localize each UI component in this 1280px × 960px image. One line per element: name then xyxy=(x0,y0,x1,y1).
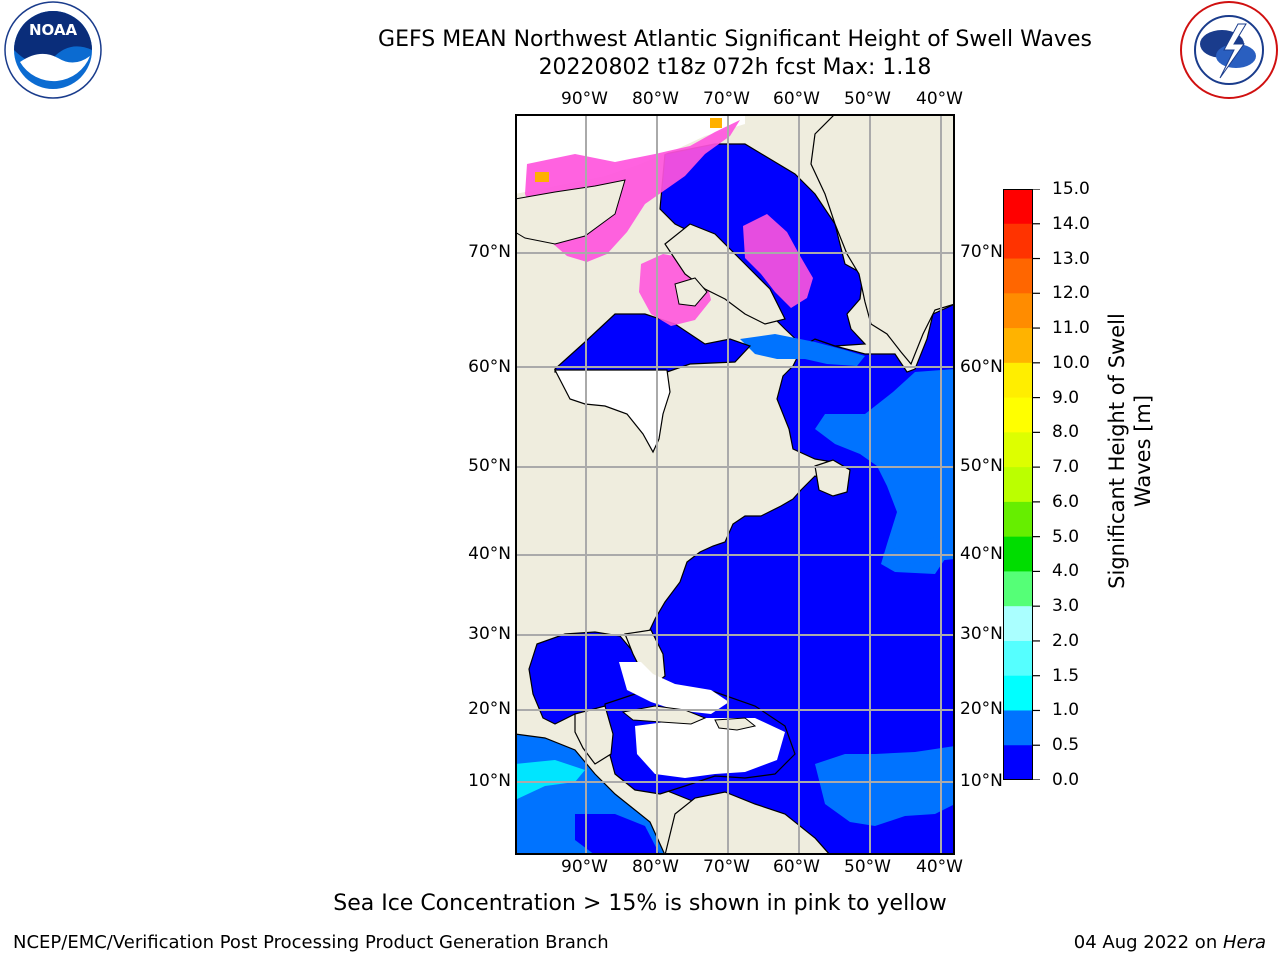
colorbar-bin xyxy=(1003,536,1033,572)
sea-ice-baffin xyxy=(743,214,813,308)
sea-ice-high-patch xyxy=(710,118,722,128)
chart-title: GEFS MEAN Northwest Atlantic Significant… xyxy=(378,27,1092,52)
lon-label-60w-top: 60°W xyxy=(773,89,820,109)
colorbar-tick-label: 11.0 xyxy=(1052,318,1090,339)
swell-height-map xyxy=(514,113,956,856)
colorbar-tick-label: 6.0 xyxy=(1052,491,1080,512)
sea-ice-note: Sea Ice Concentration > 15% is shown in … xyxy=(333,891,947,916)
ocean-swell-zone-ne xyxy=(815,369,955,574)
colorbar-bin xyxy=(1003,606,1033,642)
colorbar-tick-label: 9.0 xyxy=(1052,387,1080,408)
footer-date: 04 Aug 2022 on Hera xyxy=(1074,932,1266,953)
chart-subtitle: 20220802 t18z 072h fcst Max: 1.18 xyxy=(538,55,932,80)
lat-label-40n-right: 40°N xyxy=(960,544,1003,564)
lat-label-70n-left: 70°N xyxy=(468,242,511,262)
lat-label-10n-right: 10°N xyxy=(960,771,1003,791)
colorbar-bin xyxy=(1003,362,1033,399)
map-frame xyxy=(515,114,955,855)
colorbar-tick-label: 15.0 xyxy=(1052,179,1090,199)
colorbar-bin xyxy=(1003,675,1033,711)
map-gridlines xyxy=(515,114,955,855)
ocean-swell-zone-tropical xyxy=(815,746,955,826)
land-hispaniola xyxy=(714,717,757,731)
lat-label-70n-right: 70°N xyxy=(960,242,1003,262)
colorbar-bin xyxy=(1003,467,1033,503)
colorbar-tick-label: 8.0 xyxy=(1052,422,1080,443)
lat-label-30n-right: 30°N xyxy=(960,624,1003,644)
land-southampton xyxy=(674,277,708,307)
colorbar-svg xyxy=(1003,189,1033,781)
no-data-bahamas xyxy=(619,662,729,714)
lat-label-60n-left: 60°N xyxy=(468,357,511,377)
colorbar-tick-label: 12.0 xyxy=(1052,283,1090,304)
lat-label-30n-left: 30°N xyxy=(468,624,511,644)
lon-label-60w-bottom: 60°W xyxy=(773,857,820,877)
lon-label-80w-bottom: 80°W xyxy=(632,857,679,877)
colorbar-bin xyxy=(1003,189,1033,225)
colorbar-tick-label: 10.0 xyxy=(1052,352,1090,373)
colorbar-bin xyxy=(1003,223,1033,260)
land-south-america xyxy=(664,791,832,856)
colorbar-tick-label: 2.0 xyxy=(1052,630,1080,651)
ocean-pacific-calm xyxy=(575,814,660,855)
colorbar-label: Significant Height of Swell Waves [m] xyxy=(1105,313,1155,589)
no-data-caribbean xyxy=(635,718,785,778)
lon-label-40w-bottom: 40°W xyxy=(916,857,963,877)
noaa-logo: NOAA xyxy=(0,0,108,102)
lat-label-60n-right: 60°N xyxy=(960,357,1003,377)
lon-label-40w-top: 40°W xyxy=(916,89,963,109)
sea-ice-high-patch xyxy=(535,172,549,182)
footer-host: Hera xyxy=(1222,932,1266,953)
colorbar-bin xyxy=(1003,258,1033,294)
footer-producer: NCEP/EMC/Verification Post Processing Pr… xyxy=(13,932,609,953)
colorbar-bin xyxy=(1003,710,1033,746)
colorbar xyxy=(1003,189,1033,781)
colorbar-tick-label: 0.5 xyxy=(1052,735,1080,756)
ocean-labrador xyxy=(740,334,865,366)
colorbar-ticks xyxy=(1033,188,1043,781)
land-arctic-islands xyxy=(514,179,626,245)
colorbar-tick-label: 4.0 xyxy=(1052,561,1080,582)
lat-label-20n-right: 20°N xyxy=(960,699,1003,719)
colorbar-bin xyxy=(1003,745,1033,781)
ocean-pacific-swell-high xyxy=(515,760,585,800)
no-data-hudson-bay xyxy=(554,369,671,454)
colorbar-tick-label: 1.5 xyxy=(1052,665,1080,686)
colorbar-bin xyxy=(1003,328,1033,364)
colorbar-bin xyxy=(1003,571,1033,607)
land-newfoundland xyxy=(814,459,851,497)
lon-label-50w-top: 50°W xyxy=(844,89,891,109)
lon-label-90w-top: 90°W xyxy=(561,89,608,109)
lat-label-40n-left: 40°N xyxy=(468,544,511,564)
lon-label-70w-top: 70°W xyxy=(703,89,750,109)
lat-label-20n-left: 20°N xyxy=(468,699,511,719)
svg-text:NOAA: NOAA xyxy=(29,21,78,39)
colorbar-tick-label: 7.0 xyxy=(1052,457,1080,478)
colorbar-tick-label: 5.0 xyxy=(1052,526,1080,547)
colorbar-bin xyxy=(1003,640,1033,677)
colorbar-tick-label: 13.0 xyxy=(1052,248,1090,269)
ocean-swell-zone-east xyxy=(883,534,955,564)
colorbar-tick-label: 3.0 xyxy=(1052,596,1080,617)
lon-label-90w-bottom: 90°W xyxy=(561,857,608,877)
lat-label-50n-right: 50°N xyxy=(960,456,1003,476)
nws-logo xyxy=(1178,0,1280,100)
colorbar-bin xyxy=(1003,501,1033,538)
colorbar-tick-label: 0.0 xyxy=(1052,770,1080,790)
colorbar-tick-label: 1.0 xyxy=(1052,700,1080,721)
colorbar-bin xyxy=(1003,397,1033,433)
colorbar-bin xyxy=(1003,293,1033,329)
lon-label-50w-bottom: 50°W xyxy=(844,857,891,877)
colorbar-tick-marks xyxy=(1033,188,1040,781)
colorbar-bin xyxy=(1003,432,1033,468)
lat-label-10n-left: 10°N xyxy=(468,771,511,791)
map-svg xyxy=(514,113,956,856)
footer-date-text: 04 Aug 2022 on xyxy=(1073,932,1223,953)
lon-label-80w-top: 80°W xyxy=(632,89,679,109)
colorbar-tick-label: 14.0 xyxy=(1052,213,1090,234)
colorbar-frame xyxy=(1003,189,1033,780)
lon-label-70w-bottom: 70°W xyxy=(703,857,750,877)
lat-label-50n-left: 50°N xyxy=(468,456,511,476)
